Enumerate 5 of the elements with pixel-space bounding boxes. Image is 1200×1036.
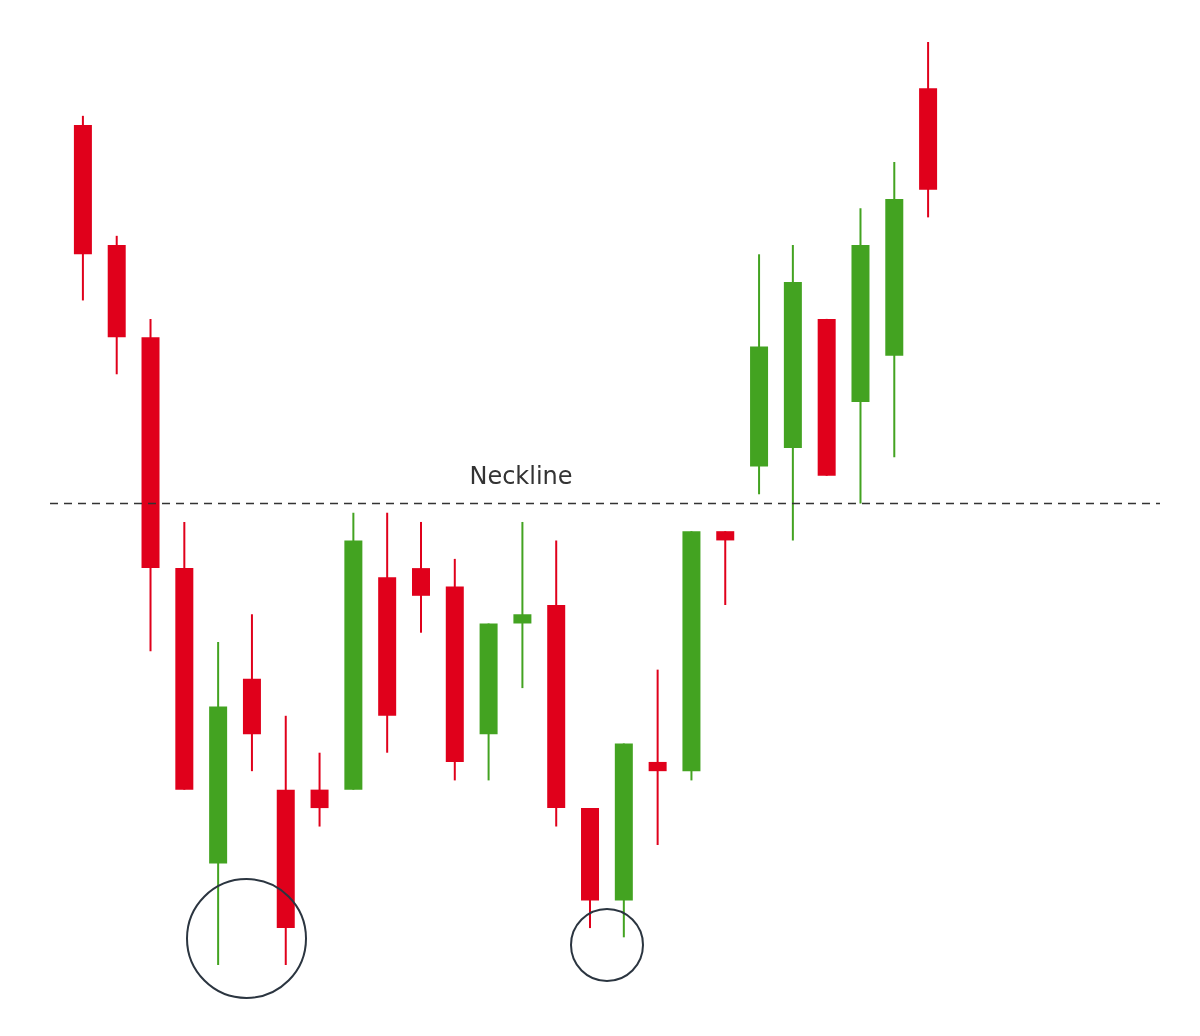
ref-line-label: Neckline xyxy=(469,461,573,490)
candlestick xyxy=(648,668,667,847)
candlestick xyxy=(513,520,532,690)
candlestick xyxy=(310,751,329,828)
candlestick xyxy=(716,530,735,607)
